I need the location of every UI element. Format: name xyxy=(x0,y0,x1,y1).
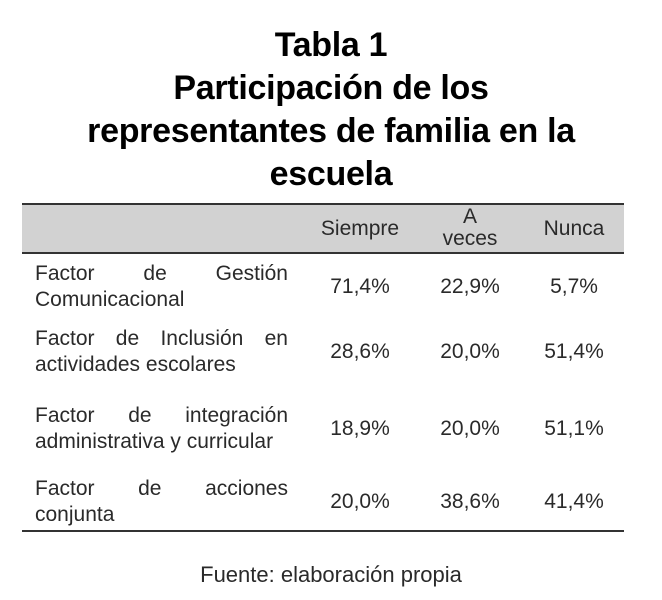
header-siempre: Siempre xyxy=(320,216,400,240)
title-line-1: Participación de los xyxy=(173,69,489,107)
cell-nunca: 41,4% xyxy=(544,490,604,513)
cell-siempre: 20,0% xyxy=(330,490,390,513)
title-line-3: escuela xyxy=(269,155,393,193)
cell-nunca: 51,4% xyxy=(544,340,604,363)
row-label: Factor de Inclusión en actividades escol… xyxy=(35,327,288,376)
cell-siempre: 71,4% xyxy=(330,275,390,298)
cell-siempre: 28,6% xyxy=(330,340,390,363)
table-header-row: Siempre A veces Nunca xyxy=(22,203,624,254)
header-a-veces-line1: A xyxy=(462,204,477,228)
source-note: Fuente: elaboración propia xyxy=(200,562,462,587)
table-row: Factor de Gestión Comunicacional 71,4% 2… xyxy=(22,254,624,320)
header-nunca: Nunca xyxy=(543,216,605,240)
title-line-table-number: Tabla 1 xyxy=(274,26,388,64)
table-row: Factor de integración administrativa y c… xyxy=(22,384,624,474)
table-row: Factor de acciones conjunta 20,0% 38,6% … xyxy=(22,474,624,532)
header-a-veces-line2: veces xyxy=(442,226,498,250)
row-label: Factor de Gestión Comunicacional xyxy=(35,262,288,311)
cell-siempre: 18,9% xyxy=(330,417,390,440)
cell-nunca: 5,7% xyxy=(550,275,598,298)
cell-a-veces: 20,0% xyxy=(440,340,500,363)
title-line-2: representantes de familia en la xyxy=(87,112,575,150)
cell-nunca: 51,1% xyxy=(544,417,604,440)
data-table: Siempre A veces Nunca Factor de Gestión … xyxy=(22,203,624,532)
row-label: Factor de integración administrativa y c… xyxy=(35,404,288,453)
row-label: Factor de acciones conjunta xyxy=(35,477,288,526)
cell-a-veces: 22,9% xyxy=(440,275,500,298)
cell-a-veces: 38,6% xyxy=(440,490,500,513)
header-a-veces: A veces xyxy=(416,204,524,250)
table-title: Tabla 1 Participación de los representan… xyxy=(0,24,662,196)
cell-a-veces: 20,0% xyxy=(440,417,500,440)
table-row: Factor de Inclusión en actividades escol… xyxy=(22,320,624,384)
